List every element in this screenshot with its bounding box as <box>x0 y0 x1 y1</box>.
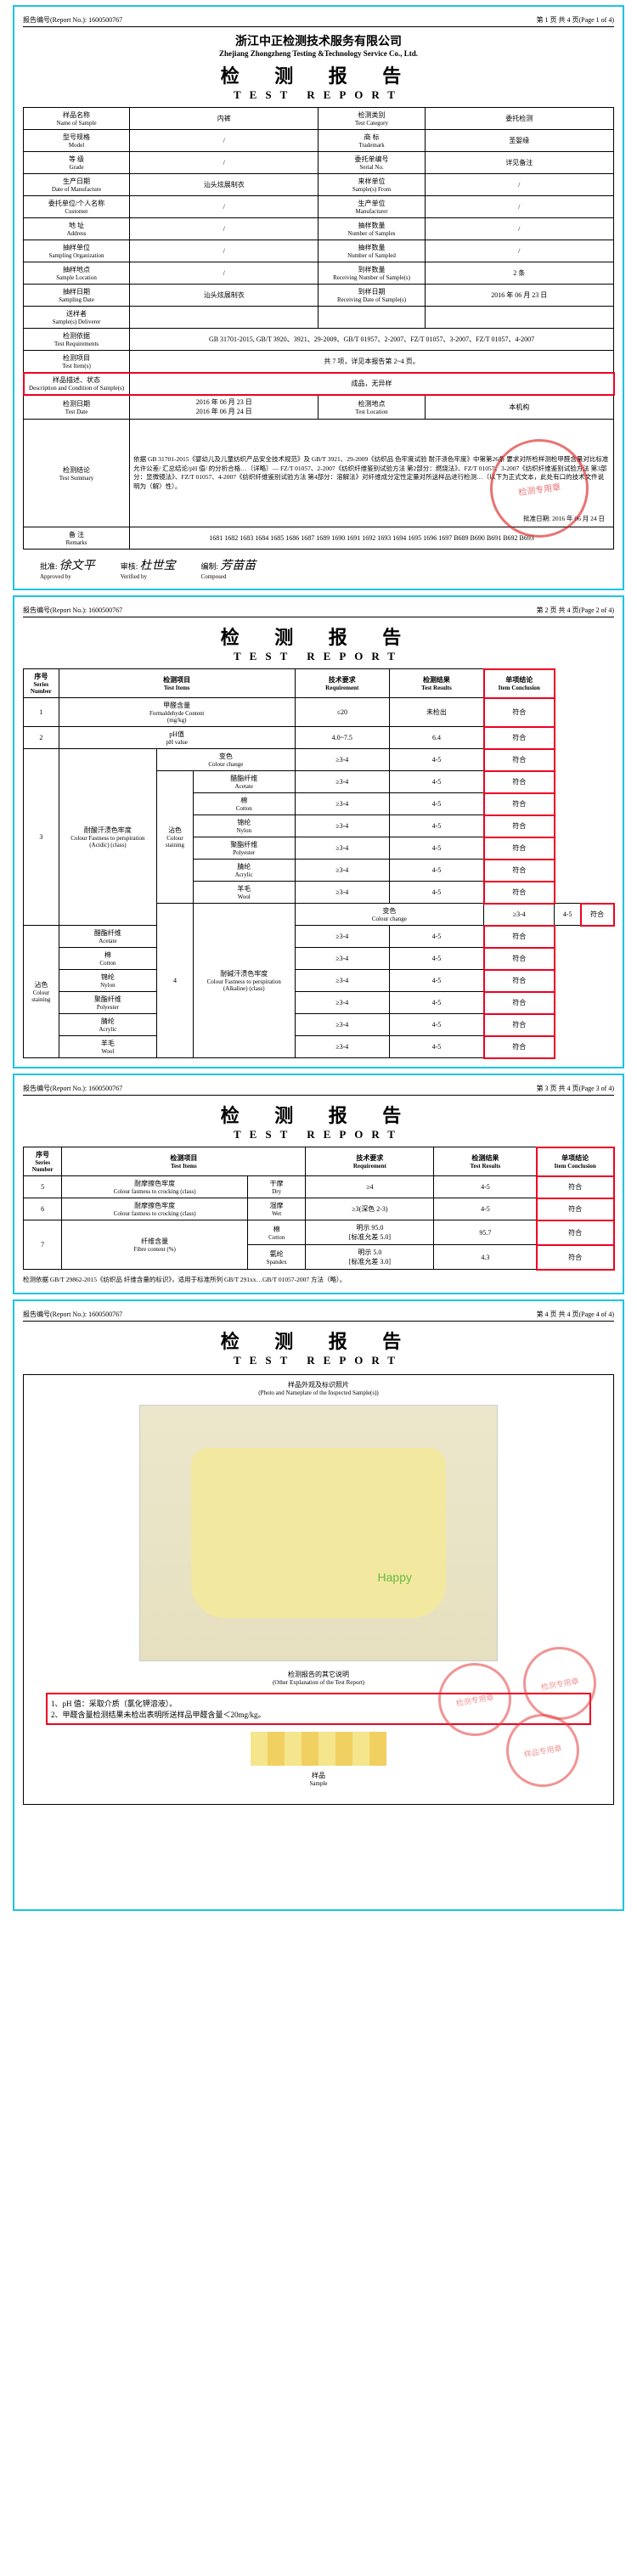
table-row: 2pH值pH value4.0~7.56.4符合 <box>24 727 614 749</box>
info-row: 等 级Grade / 委托单编号Serial No. 详见备注 <box>24 152 614 174</box>
table-row: 1甲醛含量Formaldehyde Content(mg/kg)≤20未检出符合 <box>24 698 614 727</box>
table-row: 7纤维含量Fibre content (%)棉Cotton明示 95.0[标准允… <box>24 1220 614 1245</box>
info-row: 委托单位/个人名称Customer / 生产单位Manufacturer / <box>24 196 614 218</box>
info-row: 样品名称Name of Sample 内裤 检测类别Test Category … <box>24 108 614 130</box>
info-row: 抽样日期Sampling Date 汕头炫展制衣 到样日期Receiving D… <box>24 285 614 307</box>
table-row: 锦纶Nylon≥3-44-5符合 <box>24 970 614 992</box>
info-row: 地 址Address / 抽样数量Number of Samples / <box>24 218 614 240</box>
table-row: 沾色Colour staining醋酯纤维Acetate≥3-44-5符合 <box>24 926 614 948</box>
conclusion-text: 依据 GB 31701-2015《婴幼儿及儿童纺织产品安全技术规范》及 GB/T… <box>133 455 608 490</box>
table3-footnote: 检测依据 GB/T 29862-2015《纺织品 纤维含量的标识》，适用于标准所… <box>23 1275 614 1284</box>
page-2: 报告编号(Report No.): 1600500767第 2 页 共 4 页(… <box>13 595 624 1068</box>
info-row: 型号规格Model / 商 标Trademark 圣婴缘 <box>24 130 614 152</box>
sample-description-row: 样品描述、状态Description and Condition of Samp… <box>24 373 614 395</box>
photo-caption-cn: 样品外观及标识照片 <box>288 1381 349 1389</box>
report-no: 报告编号(Report No.): 1600500767 <box>23 15 122 25</box>
company-en: Zhejiang Zhongzheng Testing &Technology … <box>23 49 614 58</box>
info-table: 样品名称Name of Sample 内裤 检测类别Test Category … <box>23 107 614 550</box>
page-header: 报告编号(Report No.): 1600500767 第 1 页 共 4 页… <box>23 15 614 27</box>
page-3: 报告编号(Report No.): 1600500767第 3 页 共 4 页(… <box>13 1074 624 1294</box>
info-row: 抽样地点Sample Location / 到样数量Receiving Numb… <box>24 262 614 285</box>
table-row: 6耐摩擦色牢度Colour fastness to crocking (clas… <box>24 1198 614 1220</box>
test-items: 共 7 项，详见本报告第 2~4 页。 <box>130 351 614 373</box>
table-row: 5耐摩擦色牢度Colour fastness to crocking (clas… <box>24 1176 614 1198</box>
remarks-codes: 1681 1682 1683 1684 1685 1686 1687 1689 … <box>130 527 614 550</box>
company-cn: 浙江中正检测技术服务有限公司 <box>23 32 614 49</box>
sample-label-en: Sample <box>29 1780 608 1787</box>
results-table-2: 序号Series Number 检测项目Test Items 技术要求Requi… <box>23 668 614 1058</box>
table-row: 3耐酸汗渍色牢度Colour Fastness to perspiration … <box>24 749 614 771</box>
other-notes: 1、pH 值：采取介质（氯化钾溶液）。 2、甲醛含量检测结果未检出表明所送样品甲… <box>46 1693 591 1725</box>
sample-photo <box>139 1405 498 1661</box>
other-title-en: (Other Explanation of the Test Report) <box>29 1679 608 1686</box>
other-title-cn: 检测报告的其它说明 <box>288 1671 349 1678</box>
info-row: 送样者Sample(s) Deliverer <box>24 307 614 329</box>
title-cn: 检 测 报 告 <box>23 61 614 88</box>
sample-shorts-icon <box>191 1448 446 1618</box>
table-row: 羊毛Wool≥3-44-5符合 <box>24 1036 614 1058</box>
sample-label-cn: 样品 <box>312 1772 325 1779</box>
table-row: 腈纶Acrylic≥3-44-5符合 <box>24 1014 614 1036</box>
table-row: 聚酯纤维Polyester≥3-44-5符合 <box>24 992 614 1014</box>
table-row: 棉Cotton≥3-44-5符合 <box>24 948 614 970</box>
title-en: TEST REPORT <box>23 88 614 102</box>
photo-caption-en: (Photo and Nameplate of the Inspected Sa… <box>29 1389 608 1396</box>
info-row: 生产日期Date of Manufacture 汕头炫展制衣 来样单位Sampl… <box>24 174 614 196</box>
test-requirements: GB 31701-2015, GB/T 3920、3921、29-2009、GB… <box>130 329 614 351</box>
page-4: 报告编号(Report No.): 1600500767第 4 页 共 4 页(… <box>13 1299 624 1911</box>
signatures: 批准: 徐文平Approved by 审核: 杜世宝Verified by 编制… <box>23 556 614 580</box>
info-row: 抽样单位Sampling Organization / 抽样数量Number o… <box>24 240 614 262</box>
results-table-3: 序号Series Number 检测项目Test Items 技术要求Requi… <box>23 1147 614 1270</box>
page-1: 报告编号(Report No.): 1600500767 第 1 页 共 4 页… <box>13 5 624 590</box>
page-indicator: 第 1 页 共 4 页(Page 1 of 4) <box>536 15 614 25</box>
company-block: 浙江中正检测技术服务有限公司 Zhejiang Zhongzheng Testi… <box>23 32 614 58</box>
sample-swatch <box>251 1732 386 1766</box>
